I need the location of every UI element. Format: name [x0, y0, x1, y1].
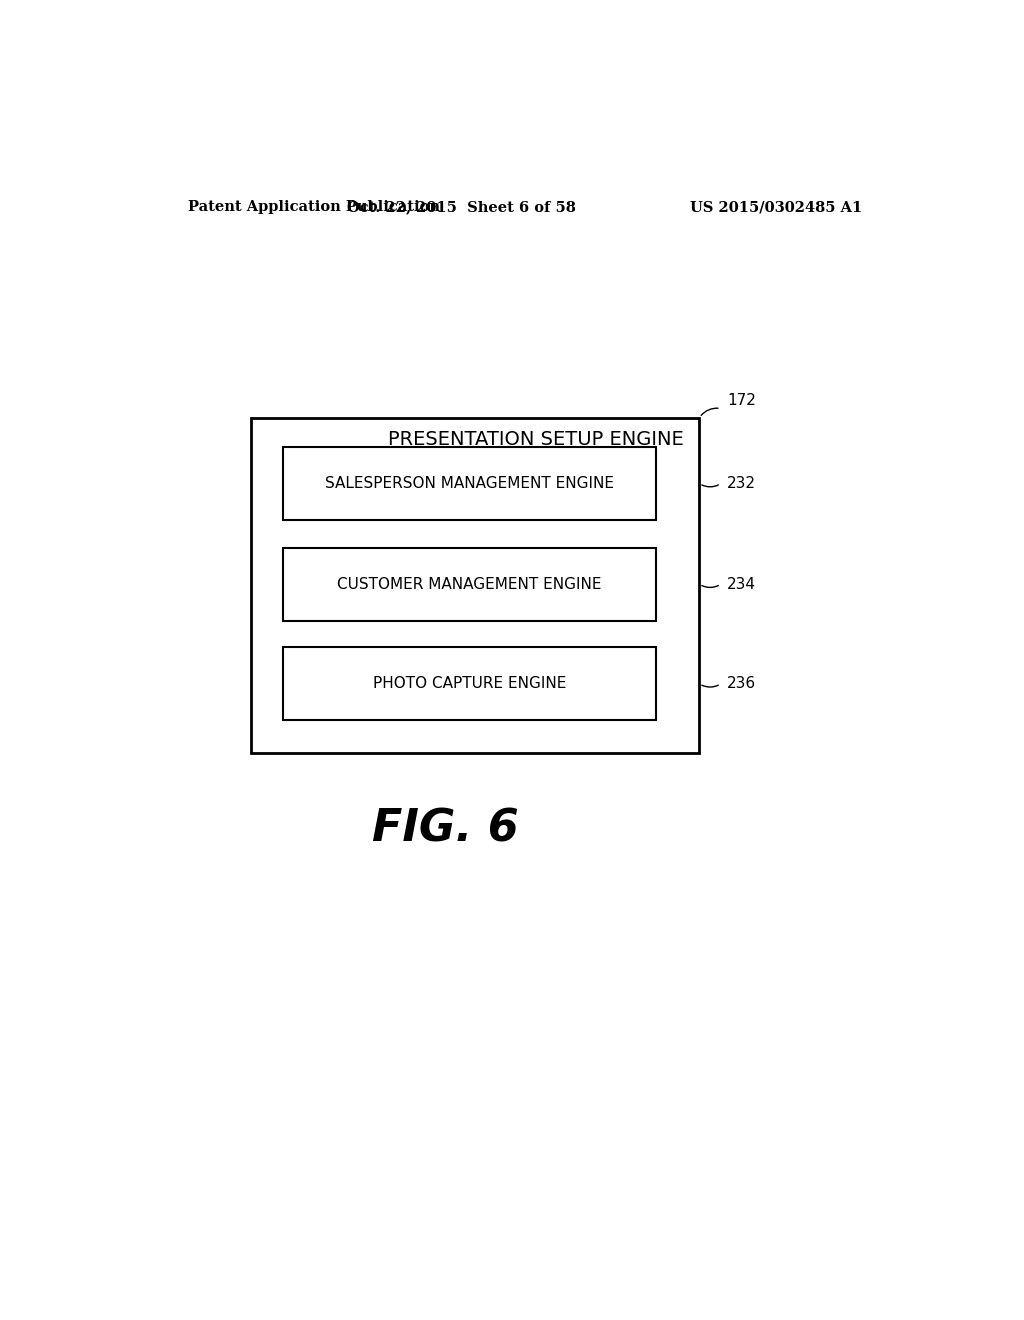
Text: Oct. 22, 2015  Sheet 6 of 58: Oct. 22, 2015 Sheet 6 of 58 — [347, 201, 575, 214]
Text: CUSTOMER MANAGEMENT ENGINE: CUSTOMER MANAGEMENT ENGINE — [337, 577, 601, 591]
Text: 236: 236 — [727, 676, 757, 692]
Bar — [283, 548, 655, 620]
Bar — [283, 447, 655, 520]
Bar — [283, 647, 655, 721]
Text: Patent Application Publication: Patent Application Publication — [187, 201, 439, 214]
Text: PHOTO CAPTURE ENGINE: PHOTO CAPTURE ENGINE — [373, 676, 566, 692]
Text: US 2015/0302485 A1: US 2015/0302485 A1 — [690, 201, 862, 214]
Text: SALESPERSON MANAGEMENT ENGINE: SALESPERSON MANAGEMENT ENGINE — [325, 477, 613, 491]
Text: 232: 232 — [727, 477, 756, 491]
Text: FIG. 6: FIG. 6 — [372, 808, 519, 850]
Text: PRESENTATION SETUP ENGINE: PRESENTATION SETUP ENGINE — [388, 430, 684, 449]
Text: 172: 172 — [727, 393, 756, 408]
Text: 234: 234 — [727, 577, 756, 591]
Bar — [251, 417, 699, 752]
